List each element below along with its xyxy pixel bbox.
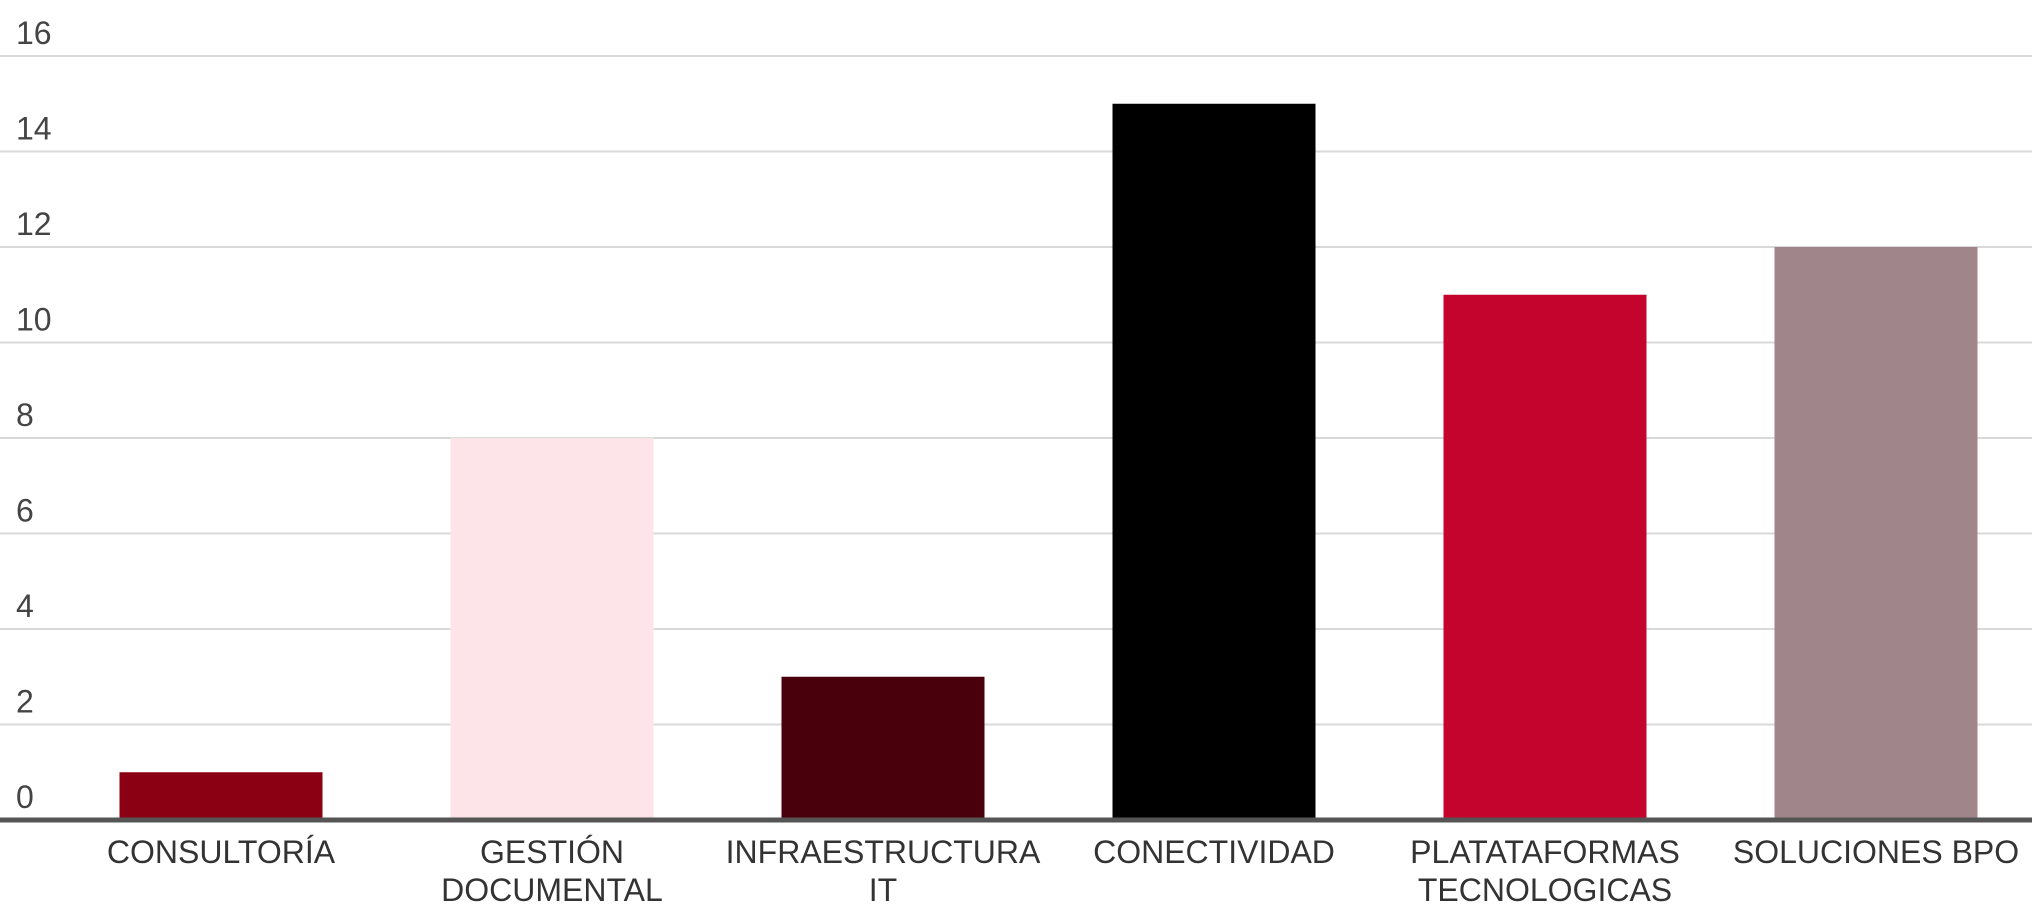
y-tick-label: 16 [16,15,52,51]
gridlines [0,55,2032,726]
y-tick-label: 8 [16,397,34,433]
bar [1774,247,1978,820]
y-axis-ticks: 0 2 4 6 8 10 12 14 16 [16,15,52,815]
y-tick-label: 4 [16,588,34,624]
x-axis-ticks: CONSULTORÍA GESTIÓN DOCUMENTAL INFRAESTRUCT… [107,834,2019,904]
bar [1443,294,1647,820]
x-tick-label: GESTIÓN DOCUMENTAL [441,834,663,904]
bar [781,676,985,820]
bar [1112,103,1316,820]
x-tick-label: CONECTIVIDAD [1093,834,1335,870]
bar [450,438,654,820]
bars [119,103,1978,820]
y-tick-label: 0 [16,779,34,815]
bar [119,772,323,820]
y-tick-label: 10 [16,302,52,338]
y-tick-label: 2 [16,684,34,720]
x-tick-label: SOLUCIONES BPO [1733,834,2019,870]
x-tick-label: CONSULTORÍA [107,834,336,870]
x-tick-label: INFRAESTRUCTURA IT [726,834,1041,904]
y-tick-label: 6 [16,493,34,529]
y-tick-label: 12 [16,206,52,242]
y-tick-label: 14 [16,111,52,147]
x-tick-label: PLATATAFORMAS TECNOLOGICAS [1410,834,1680,904]
